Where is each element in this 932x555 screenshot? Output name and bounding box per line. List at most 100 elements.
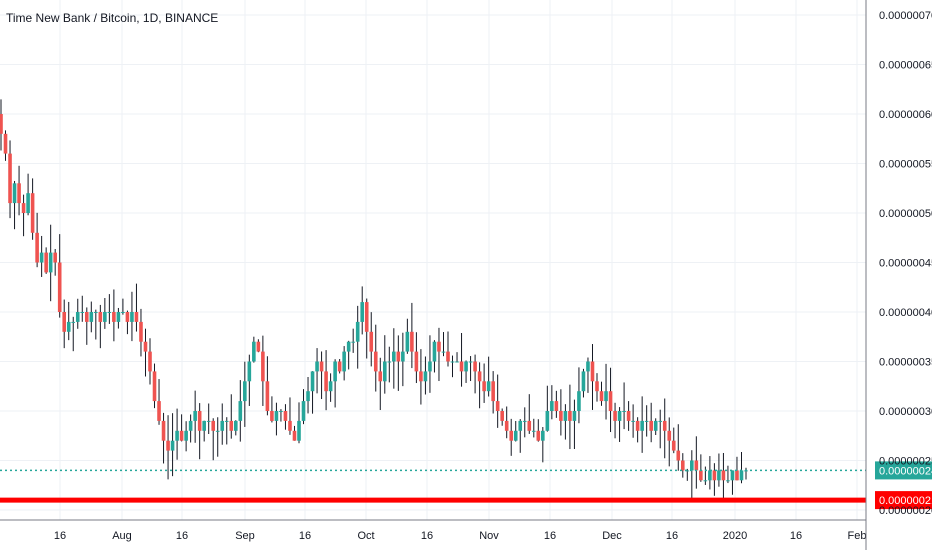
candle-up xyxy=(121,312,125,313)
candle-down xyxy=(568,411,572,421)
candle-down xyxy=(527,420,532,431)
candle-down xyxy=(500,411,504,421)
candle-down xyxy=(62,312,67,332)
candle-down xyxy=(197,411,202,431)
candle-down xyxy=(143,341,148,352)
candle-up xyxy=(739,470,744,481)
candle-up xyxy=(360,302,365,322)
candle-up xyxy=(644,420,649,422)
candle-up xyxy=(301,401,306,421)
candle-down xyxy=(112,312,116,322)
candle-up xyxy=(631,420,635,422)
candle-down xyxy=(21,203,26,213)
x-tick-label: 2020 xyxy=(723,530,747,542)
candle-up xyxy=(306,391,310,402)
y-tick-label: 0.00000030 xyxy=(879,406,932,418)
candle-up xyxy=(387,361,392,363)
candle-up xyxy=(468,361,473,363)
candle-up xyxy=(193,411,197,421)
candle-down xyxy=(35,232,39,263)
y-tick-label: 0.00000020 xyxy=(879,505,932,517)
candle-down xyxy=(491,381,495,402)
candle-down xyxy=(166,440,170,451)
candle-up xyxy=(572,411,577,421)
candle-down xyxy=(662,420,667,431)
candle-up xyxy=(279,411,283,412)
candle-down xyxy=(735,470,739,481)
candle-up xyxy=(513,430,518,441)
candle-down xyxy=(477,371,482,382)
candle-down xyxy=(125,312,130,322)
candle-up xyxy=(690,460,694,471)
x-tick-label: 16 xyxy=(790,530,802,542)
candle-up xyxy=(428,361,432,372)
candle-down xyxy=(179,430,184,441)
candle-down xyxy=(134,312,139,322)
candle-up xyxy=(717,470,721,481)
x-tick-label: Sep xyxy=(235,530,255,542)
candle-down xyxy=(680,460,685,471)
candle-up xyxy=(342,351,346,372)
candle-down xyxy=(509,430,514,441)
candle-up xyxy=(103,312,107,322)
candle-up xyxy=(297,420,301,441)
y-tick-label: 0.00000055 xyxy=(879,159,932,171)
candle-down xyxy=(148,351,152,372)
candle-down xyxy=(414,351,419,372)
candle-up xyxy=(581,371,586,392)
candle-up xyxy=(206,420,211,422)
candle-down xyxy=(152,371,157,402)
candle-down xyxy=(157,401,161,421)
candle-up xyxy=(48,252,53,273)
candle-up xyxy=(170,440,175,451)
candle-up xyxy=(107,312,112,313)
candle-down xyxy=(256,341,261,352)
candle-down xyxy=(53,252,57,263)
candle-up xyxy=(577,391,581,411)
y-tick-label: 0.00000050 xyxy=(879,208,932,220)
x-tick-label: Feb xyxy=(848,530,867,542)
candle-down xyxy=(626,411,631,421)
candle-down xyxy=(44,252,48,273)
candle-down xyxy=(536,430,541,441)
candle-up xyxy=(522,420,527,422)
candle-up xyxy=(405,331,410,352)
candle-up xyxy=(243,381,247,402)
candle-up xyxy=(550,401,554,411)
candle-down xyxy=(504,420,509,431)
candle-down xyxy=(554,401,559,411)
candle-down xyxy=(292,430,297,441)
candle-down xyxy=(667,430,672,441)
candle-up xyxy=(71,321,76,323)
candle-down xyxy=(721,470,726,481)
candle-down xyxy=(378,371,383,382)
candle-down xyxy=(0,114,3,134)
candle-down xyxy=(446,351,450,362)
candle-down xyxy=(396,351,401,362)
candle-up xyxy=(220,420,225,431)
candle-up xyxy=(224,420,229,422)
candle-up xyxy=(274,411,279,421)
candle-up xyxy=(215,430,220,432)
x-tick-label: Nov xyxy=(479,530,499,542)
candle-down xyxy=(373,351,378,372)
candle-up xyxy=(346,341,351,352)
candle-down xyxy=(139,321,143,342)
y-tick-label: 0.00000070 xyxy=(879,10,932,22)
candle-up xyxy=(685,470,690,472)
candle-down xyxy=(635,420,640,431)
candle-up xyxy=(184,430,188,441)
candle-up xyxy=(586,361,590,372)
candle-up xyxy=(658,420,663,422)
candle-down xyxy=(211,420,216,431)
candle-up xyxy=(333,361,337,382)
candle-up xyxy=(39,252,44,263)
candle-up xyxy=(640,420,644,431)
candle-down xyxy=(8,153,12,204)
grid xyxy=(0,0,866,520)
candle-up xyxy=(315,361,319,372)
candle-up xyxy=(328,381,333,392)
candle-down xyxy=(482,381,486,392)
